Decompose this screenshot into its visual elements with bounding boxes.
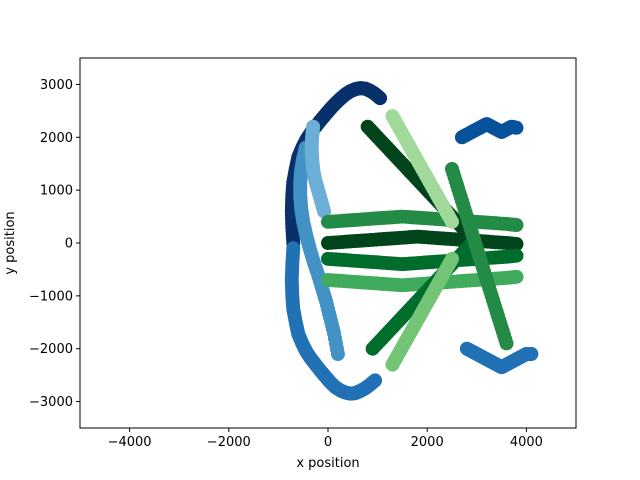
y-tick-label: −3000 xyxy=(29,395,73,410)
series-13 xyxy=(385,251,459,372)
x-tick-label: −2000 xyxy=(207,435,251,450)
data-point xyxy=(524,347,539,361)
data-point xyxy=(368,373,383,388)
series-3 xyxy=(304,119,332,219)
x-tick-label: −4000 xyxy=(108,435,152,450)
x-tick-label: 0 xyxy=(324,435,332,450)
data-point xyxy=(509,120,524,135)
data-point xyxy=(499,336,514,351)
y-axis-ticks: −3000 −2000 −1000 0 1000 2000 3000 xyxy=(29,78,80,410)
data-point xyxy=(509,269,524,284)
series-14 xyxy=(385,109,459,229)
series-12 xyxy=(445,162,514,351)
x-tick-label: 4000 xyxy=(510,435,543,450)
data-point xyxy=(445,214,459,229)
y-tick-label: −2000 xyxy=(29,342,73,357)
data-point xyxy=(317,204,332,219)
series-6 xyxy=(321,229,524,252)
data-point xyxy=(373,91,388,106)
y-axis-label: y position xyxy=(3,211,18,274)
y-tick-label: −1000 xyxy=(29,289,73,304)
y-tick-label: 3000 xyxy=(40,78,73,93)
y-tick-label: 1000 xyxy=(40,184,73,199)
x-tick-label: 2000 xyxy=(411,435,444,450)
data-point xyxy=(509,248,524,263)
series-2 xyxy=(293,140,345,361)
data-point xyxy=(509,218,524,233)
x-axis-ticks: −4000 −2000 0 2000 4000 xyxy=(108,428,543,450)
data-point xyxy=(445,251,459,266)
series-1 xyxy=(284,241,383,401)
y-tick-label: 2000 xyxy=(40,131,73,146)
y-tick-label: 0 xyxy=(65,237,73,252)
plot-points xyxy=(284,81,539,401)
x-axis-label: x position xyxy=(296,456,359,471)
series-5 xyxy=(459,341,539,375)
data-point xyxy=(509,237,524,252)
data-point xyxy=(330,347,345,361)
series-4 xyxy=(454,117,524,145)
